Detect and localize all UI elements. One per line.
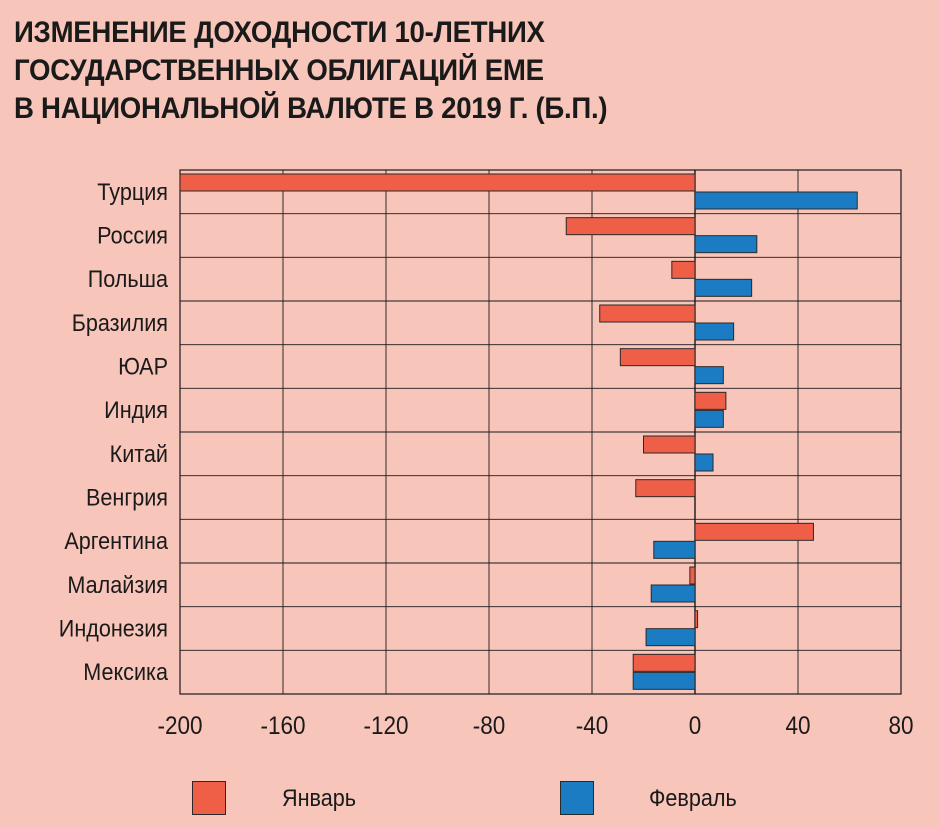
bar-january-0 [179,173,696,192]
bar-january-9 [689,566,696,585]
bar-february-6 [694,453,714,472]
bar-january-4 [619,348,696,367]
bar-january-6 [643,435,696,454]
category-label-11: Мексика [83,658,168,685]
bar-february-1 [694,235,758,254]
legend-label-january: Январь [282,785,357,812]
bar-january-8 [694,522,814,541]
legend-swatch-january [192,781,226,815]
bar-february-10 [645,628,696,647]
category-label-1: Россия [97,221,168,248]
chart-title-line-3: В НАЦИОНАЛЬНОЙ ВАЛЮТЕ В 2019 Г. (Б.П.) [14,92,608,125]
x-tick-label-4: -40 [576,712,609,740]
bar-february-3 [694,322,735,341]
bar-february-2 [694,278,753,297]
x-tick-label-7: 80 [888,712,913,740]
chart-title-line-2: ГОСУДАРСТВЕННЫХ ОБЛИГАЦИЙ ЕМЕ [14,54,544,87]
bar-january-3 [599,304,696,323]
x-tick-label-5: 0 [689,712,702,740]
category-label-6: Китай [110,440,168,467]
x-tick-label-6: 40 [785,712,810,740]
bar-february-11 [632,671,696,690]
legend-swatch-february [560,781,594,815]
x-tick-label-3: -80 [473,712,506,740]
x-tick-label-1: -160 [260,712,305,740]
bar-january-10 [694,610,699,629]
bar-chart: Турция Россия Польша Бразилия ЮАР Индия Китай В… [59,169,914,740]
category-label-10: Индонезия [59,614,168,641]
chart-title-line-1: ИЗМЕНЕНИЕ ДОХОДНОСТИ 10-ЛЕТНИХ [14,16,545,49]
bar-february-9 [650,584,696,603]
legend-label-february: Февраль [649,785,737,812]
bar-january-5 [694,391,727,410]
bar-february-0 [694,191,858,210]
x-tick-label-2: -120 [363,712,408,740]
bar-january-11 [632,653,696,672]
category-label-0: Турция [97,178,168,205]
bar-february-5 [694,409,724,428]
category-label-5: Индия [104,396,168,423]
bar-january-7 [635,479,696,498]
bar-february-4 [694,366,724,385]
category-label-9: Малайзия [67,571,168,598]
category-label-3: Бразилия [72,309,168,336]
x-tick-label-0: -200 [157,712,202,740]
category-label-4: ЮАР [118,352,168,379]
category-label-7: Венгрия [86,483,168,510]
bar-january-1 [565,217,696,236]
bar-february-8 [653,540,696,559]
category-label-2: Польша [88,265,169,292]
category-label-8: Аргентина [64,527,168,554]
bar-january-2 [671,260,696,279]
